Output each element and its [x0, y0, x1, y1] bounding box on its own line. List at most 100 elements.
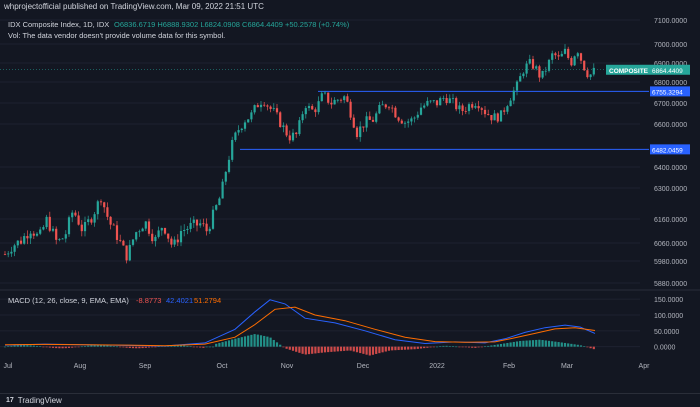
- macd-histogram-bar: [275, 342, 279, 347]
- candle: [371, 119, 375, 122]
- candle: [167, 233, 170, 239]
- macd-histogram-bar: [535, 339, 538, 347]
- candle: [109, 216, 112, 225]
- macd-histogram-bar: [592, 346, 595, 350]
- candle: [355, 127, 359, 138]
- candle: [378, 105, 381, 114]
- macd-histogram-bar: [48, 346, 51, 348]
- candle: [26, 236, 29, 239]
- candle: [551, 53, 554, 60]
- candle: [189, 222, 192, 229]
- macd-histogram-bar: [426, 346, 429, 348]
- macd-histogram-bar: [323, 346, 327, 353]
- candle: [311, 106, 314, 110]
- macd-histogram-bar: [419, 346, 423, 349]
- footer-bar: 17 TradingView: [0, 393, 700, 407]
- macd-histogram-bar: [291, 346, 295, 351]
- macd-histogram-bar: [496, 344, 499, 347]
- candle: [461, 105, 464, 112]
- macd-histogram-bar: [455, 346, 458, 348]
- symbol-badge-text: COMPOSITE: [609, 68, 649, 75]
- macd-histogram-bar: [295, 346, 298, 352]
- legend-vol-note: Vol: The data vendor doesn't provide vol…: [8, 31, 225, 40]
- macd-histogram-bar: [464, 346, 467, 348]
- candle: [400, 120, 403, 124]
- candle: [496, 113, 499, 122]
- macd-histogram-bar: [83, 346, 87, 347]
- macd-histogram-bar: [221, 342, 224, 347]
- macd-histogram-bar: [375, 346, 378, 354]
- candle: [45, 216, 48, 228]
- macd-histogram-bar: [330, 346, 333, 352]
- candle: [477, 106, 480, 109]
- macd-histogram-bar: [317, 346, 320, 354]
- candle: [522, 73, 525, 77]
- candle: [339, 99, 343, 101]
- candle: [525, 63, 528, 74]
- macd-histogram-bar: [557, 342, 560, 347]
- macd-histogram-bar: [199, 346, 202, 348]
- candle: [48, 216, 51, 231]
- macd-histogram-bar: [512, 341, 515, 347]
- macd-histogram-bar: [269, 337, 272, 347]
- macd-histogram-bar: [339, 346, 343, 352]
- candle: [362, 126, 365, 128]
- candle: [211, 209, 215, 229]
- candle: [96, 201, 99, 215]
- macd-histogram-bar: [554, 341, 557, 347]
- candle: [570, 57, 573, 66]
- candle: [506, 106, 509, 112]
- publisher-text: whprojectofficial published on TradingVi…: [4, 2, 264, 11]
- candle: [61, 238, 64, 240]
- candle: [471, 104, 474, 108]
- macd-histogram-bar: [58, 346, 61, 349]
- candle: [160, 228, 163, 231]
- macd-histogram-bar: [429, 346, 432, 348]
- chart-canvas[interactable]: 7100.0000 7000.0000 6900.0000 6800.0000 6700…: [0, 13, 700, 393]
- candle: [58, 239, 61, 240]
- macd-histogram-bar: [205, 346, 208, 348]
- candle: [128, 244, 131, 261]
- macd-legend-label: MACD (12, 26, close, 9, EMA, EMA): [8, 296, 129, 305]
- macd-histogram-bar: [570, 343, 573, 347]
- candle: [247, 119, 250, 123]
- candle: [29, 233, 32, 239]
- candle: [259, 104, 263, 108]
- candle: [10, 251, 13, 254]
- macd-histogram-bar: [371, 346, 375, 355]
- candle: [560, 53, 563, 57]
- macd-histogram-bar: [179, 345, 183, 347]
- macd-histogram-bar: [503, 343, 506, 347]
- candle: [224, 171, 227, 182]
- candle: [576, 53, 579, 57]
- candle: [282, 125, 285, 128]
- candle: [103, 202, 106, 208]
- price-tick-label: 6160.0000: [654, 217, 687, 224]
- candle: [227, 159, 231, 172]
- macd-histogram-bar: [355, 346, 359, 353]
- candle: [499, 110, 503, 122]
- macd-histogram-bar: [403, 346, 407, 350]
- candle: [487, 114, 490, 116]
- macd-histogram-bar: [67, 346, 71, 348]
- candle: [531, 59, 535, 69]
- macd-histogram-bar: [253, 334, 256, 347]
- candle: [263, 104, 266, 106]
- candle: [231, 139, 234, 160]
- macd-histogram-bar: [224, 341, 227, 347]
- candle: [333, 99, 336, 105]
- candle: [199, 223, 202, 226]
- macd-histogram-bar: [352, 346, 355, 352]
- macd-histogram-bar: [208, 346, 211, 348]
- macd-histogram-bar: [234, 338, 237, 347]
- macd-histogram-bar: [509, 342, 512, 347]
- macd-histogram-bar: [407, 346, 410, 350]
- candle: [90, 219, 93, 223]
- candle: [64, 234, 67, 239]
- macd-histogram-bar: [410, 346, 413, 350]
- macd-histogram-bar: [451, 346, 455, 347]
- x-tick-label: Apr: [639, 363, 651, 370]
- macd-histogram-bar: [256, 334, 259, 347]
- candle: [87, 219, 90, 223]
- macd-legend-macd: 42.4021: [166, 296, 193, 305]
